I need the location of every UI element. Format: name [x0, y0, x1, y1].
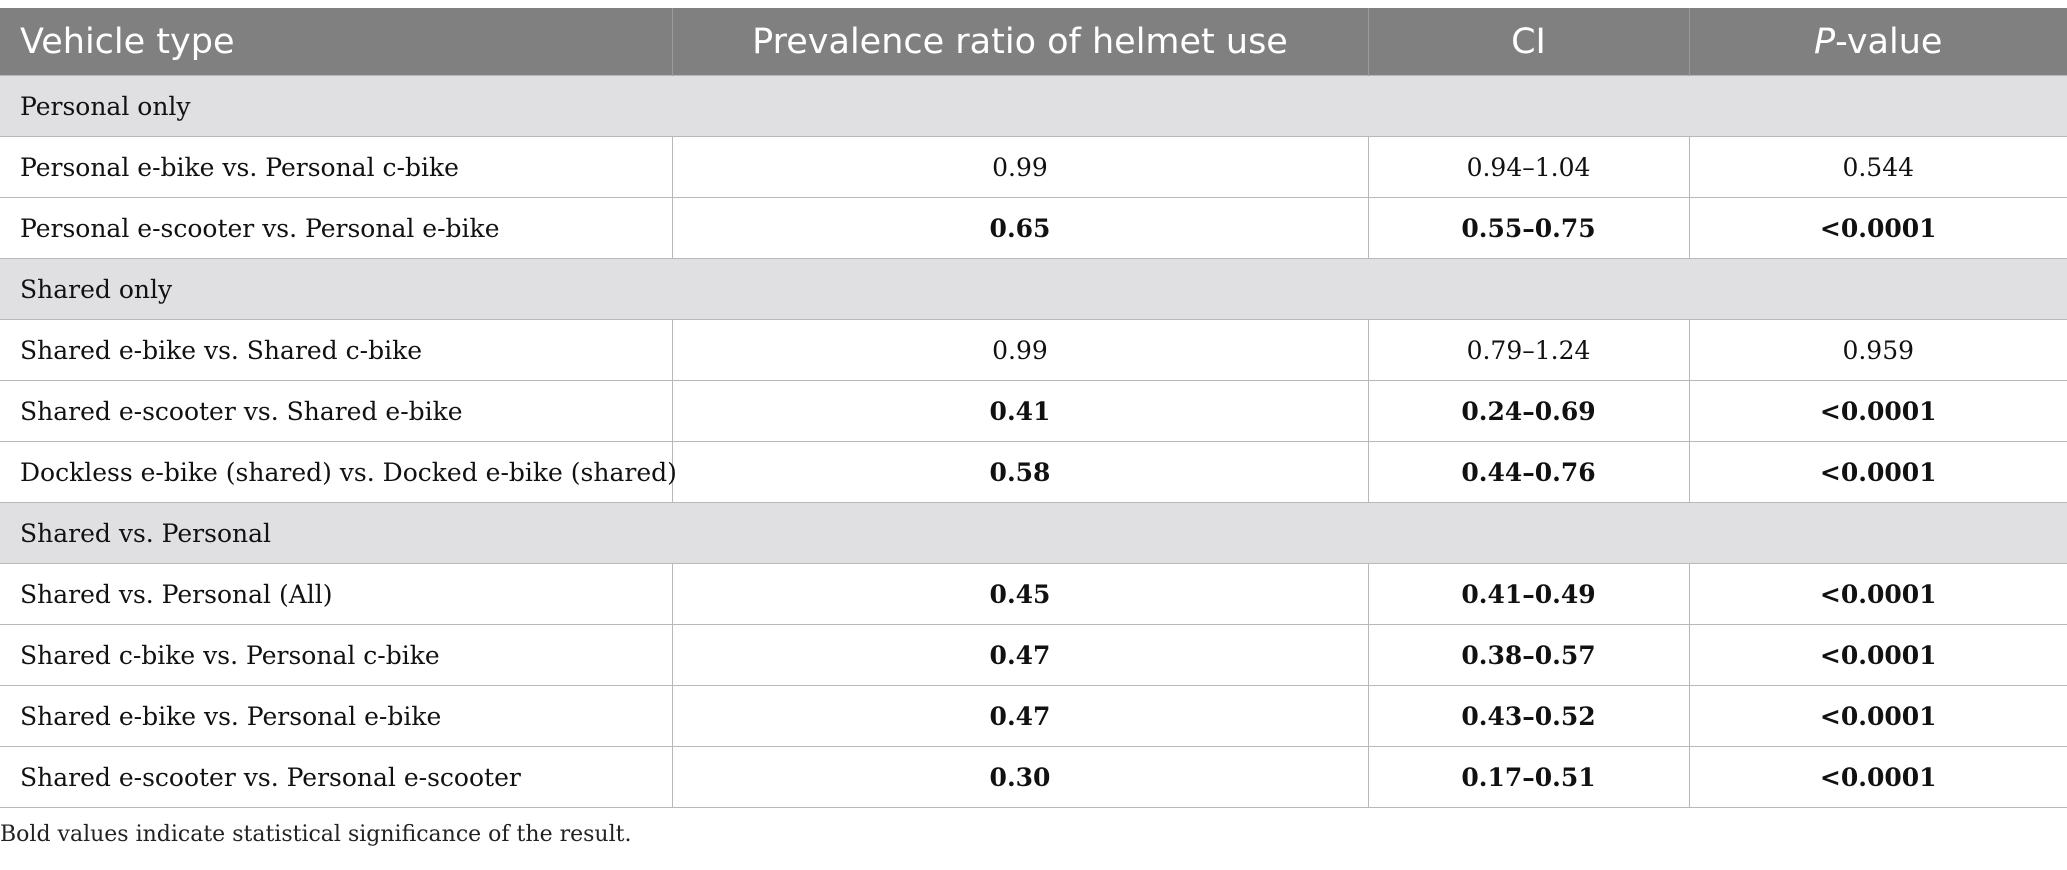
vehicle-cell: Personal e-bike vs. Personal c-bike — [0, 136, 673, 198]
table-row: Shared c-bike vs. Personal c-bike 0.47 0… — [0, 624, 2067, 686]
table-row: Dockless e-bike (shared) vs. Docked e-bi… — [0, 441, 2067, 503]
p-cell: <0.0001 — [1688, 746, 2067, 808]
table-row: Shared e-bike vs. Shared c-bike 0.99 0.7… — [0, 319, 2067, 381]
ratio-cell: 0.45 — [671, 563, 1369, 625]
ci-cell: 0.38–0.57 — [1367, 624, 1690, 686]
vehicle-cell: Shared e-scooter vs. Shared e-bike — [0, 380, 673, 442]
group-label: Personal only — [0, 75, 2067, 137]
header-p-value: P-value — [1689, 8, 2067, 76]
group-row: Shared vs. Personal — [0, 502, 2067, 564]
p-cell: <0.0001 — [1688, 197, 2067, 259]
vehicle-cell: Dockless e-bike (shared) vs. Docked e-bi… — [0, 441, 677, 503]
results-table-container: Vehicle type Prevalence ratio of helmet … — [0, 8, 2067, 808]
group-label: Shared vs. Personal — [0, 502, 2067, 564]
vehicle-cell: Shared c-bike vs. Personal c-bike — [0, 624, 673, 686]
vehicle-cell: Shared e-bike vs. Personal e-bike — [0, 685, 673, 747]
ratio-cell: 0.65 — [671, 197, 1369, 259]
ci-cell: 0.55–0.75 — [1367, 197, 1690, 259]
ci-cell: 0.41–0.49 — [1367, 563, 1690, 625]
ratio-cell: 0.99 — [671, 136, 1369, 198]
ratio-cell: 0.47 — [671, 685, 1369, 747]
p-cell: <0.0001 — [1688, 624, 2067, 686]
ci-cell: 0.44–0.76 — [1367, 441, 1690, 503]
ratio-cell: 0.58 — [671, 441, 1369, 503]
p-cell: 0.959 — [1688, 319, 2067, 381]
table-row: Shared e-scooter vs. Shared e-bike 0.41 … — [0, 380, 2067, 442]
table-row: Shared e-scooter vs. Personal e-scooter … — [0, 746, 2067, 808]
group-label: Shared only — [0, 258, 2067, 320]
helmet-prevalence-table: Vehicle type Prevalence ratio of helmet … — [0, 8, 2067, 808]
ratio-cell: 0.30 — [671, 746, 1369, 808]
p-cell: <0.0001 — [1688, 441, 2067, 503]
ci-cell: 0.94–1.04 — [1367, 136, 1690, 198]
table-row: Personal e-bike vs. Personal c-bike 0.99… — [0, 136, 2067, 198]
ratio-cell: 0.41 — [671, 380, 1369, 442]
header-p-suffix: -value — [1835, 21, 1943, 62]
ci-cell: 0.43–0.52 — [1367, 685, 1690, 747]
table-row: Shared e-bike vs. Personal e-bike 0.47 0… — [0, 685, 2067, 747]
table-footnote: Bold values indicate statistical signifi… — [0, 822, 632, 847]
vehicle-cell: Shared vs. Personal (All) — [0, 563, 673, 625]
p-cell: 0.544 — [1688, 136, 2067, 198]
vehicle-cell: Personal e-scooter vs. Personal e-bike — [0, 197, 673, 259]
header-ci: CI — [1368, 8, 1690, 76]
vehicle-cell: Shared e-scooter vs. Personal e-scooter — [0, 746, 673, 808]
ratio-cell: 0.99 — [671, 319, 1369, 381]
ci-cell: 0.17–0.51 — [1367, 746, 1690, 808]
vehicle-cell: Shared e-bike vs. Shared c-bike — [0, 319, 673, 381]
table-header-row: Vehicle type Prevalence ratio of helmet … — [0, 8, 2067, 76]
table-row: Shared vs. Personal (All) 0.45 0.41–0.49… — [0, 563, 2067, 625]
p-cell: <0.0001 — [1688, 380, 2067, 442]
table-row: Personal e-scooter vs. Personal e-bike 0… — [0, 197, 2067, 259]
header-vehicle-type: Vehicle type — [0, 8, 673, 76]
group-row: Personal only — [0, 75, 2067, 137]
header-p-letter: P — [1814, 21, 1836, 62]
ratio-cell: 0.47 — [671, 624, 1369, 686]
ci-cell: 0.24–0.69 — [1367, 380, 1690, 442]
p-cell: <0.0001 — [1688, 685, 2067, 747]
ci-cell: 0.79–1.24 — [1367, 319, 1690, 381]
table-body: Personal only Personal e-bike vs. Person… — [0, 75, 2067, 808]
group-row: Shared only — [0, 258, 2067, 320]
p-cell: <0.0001 — [1688, 563, 2067, 625]
header-prevalence-ratio: Prevalence ratio of helmet use — [672, 8, 1369, 76]
